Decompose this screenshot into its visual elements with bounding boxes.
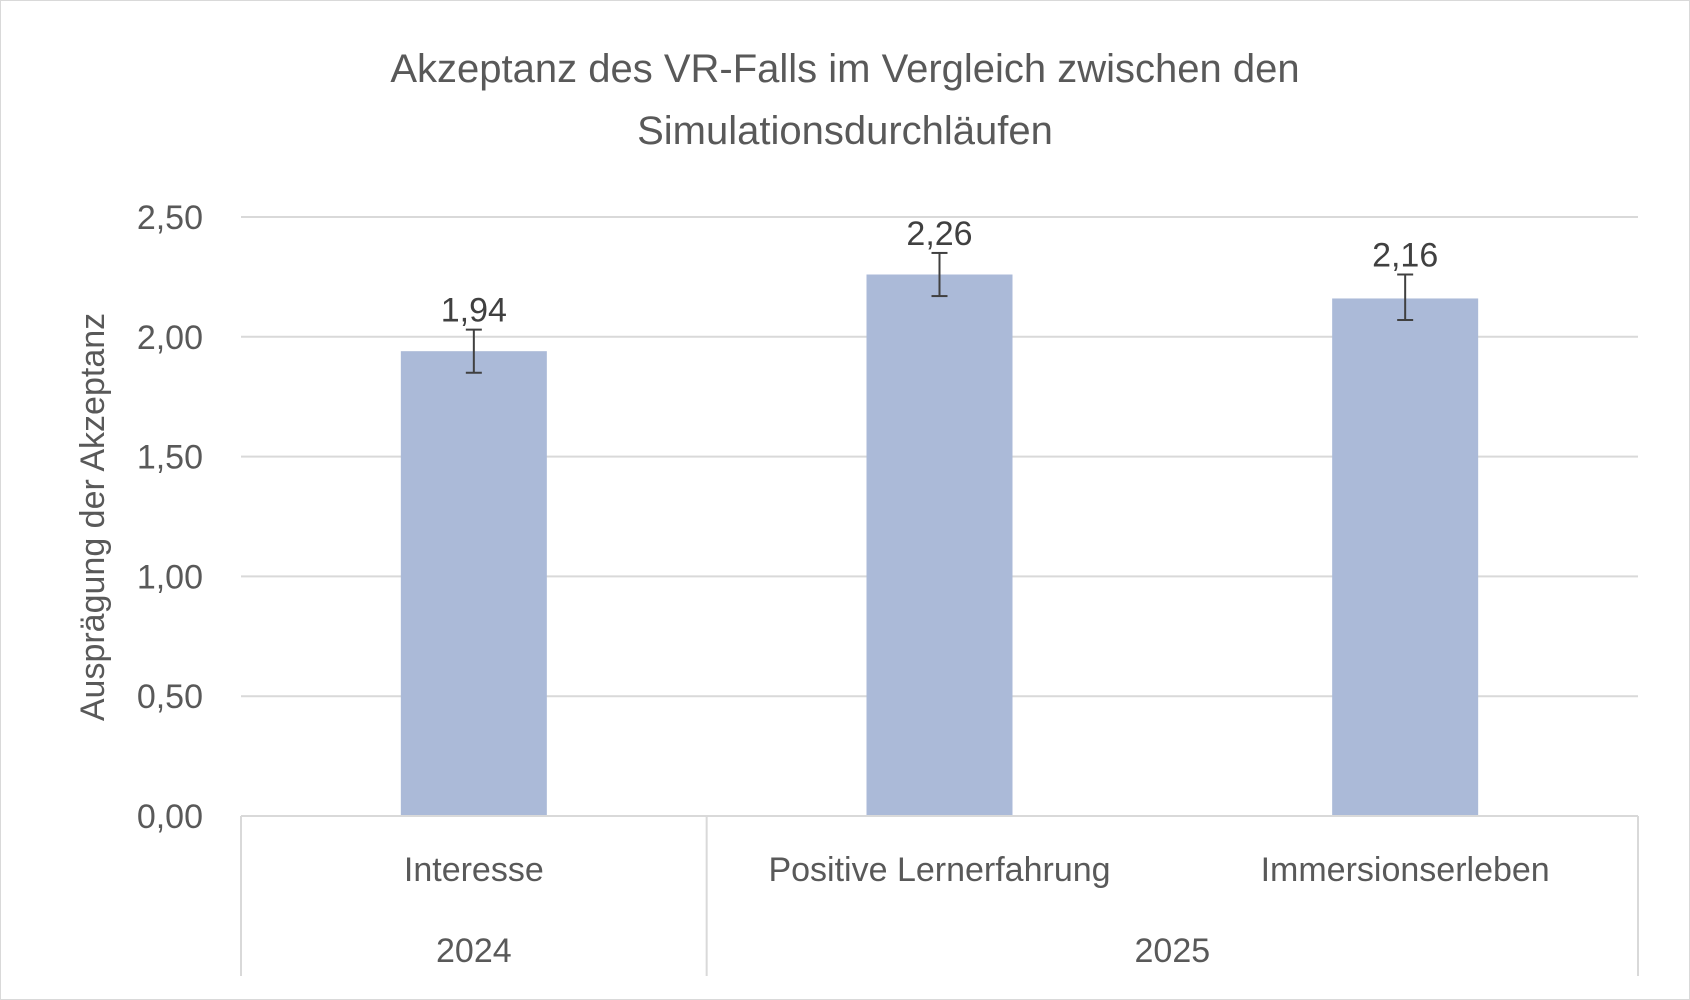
x-category-label-1: Positive Lernerfahrung bbox=[768, 851, 1110, 889]
y-axis-label: Ausprägung der Akzeptanz bbox=[74, 313, 112, 721]
error-bar-0 bbox=[465, 328, 482, 374]
error-bar-1 bbox=[931, 251, 948, 298]
y-tick-label-1: 0,50 bbox=[137, 678, 203, 716]
x-group-label-0: 2024 bbox=[436, 932, 512, 970]
y-tick-label-2: 1,00 bbox=[137, 558, 203, 596]
x-group-label-1: 2025 bbox=[1135, 932, 1211, 970]
bar-2 bbox=[1332, 298, 1479, 816]
error-bar-2 bbox=[1397, 273, 1414, 322]
y-tick-label-5: 2,50 bbox=[137, 199, 203, 237]
chart-title-line1: Akzeptanz des VR-Falls im Vergleich zwis… bbox=[390, 47, 1299, 91]
y-tick-label-3: 1,50 bbox=[137, 439, 203, 477]
data-label-0: 1,94 bbox=[441, 292, 507, 330]
x-category-label-0: Interesse bbox=[404, 851, 544, 889]
x-category-label-2: Immersionserleben bbox=[1261, 851, 1550, 889]
y-tick-label-0: 0,00 bbox=[137, 798, 203, 836]
data-label-2: 2,16 bbox=[1372, 237, 1438, 275]
y-tick-label-4: 2,00 bbox=[137, 319, 203, 357]
bar-0 bbox=[400, 351, 547, 816]
data-label-1: 2,26 bbox=[906, 215, 972, 253]
bar-1 bbox=[866, 274, 1013, 816]
chart-title-line2: Simulationsdurchläufen bbox=[637, 109, 1053, 153]
